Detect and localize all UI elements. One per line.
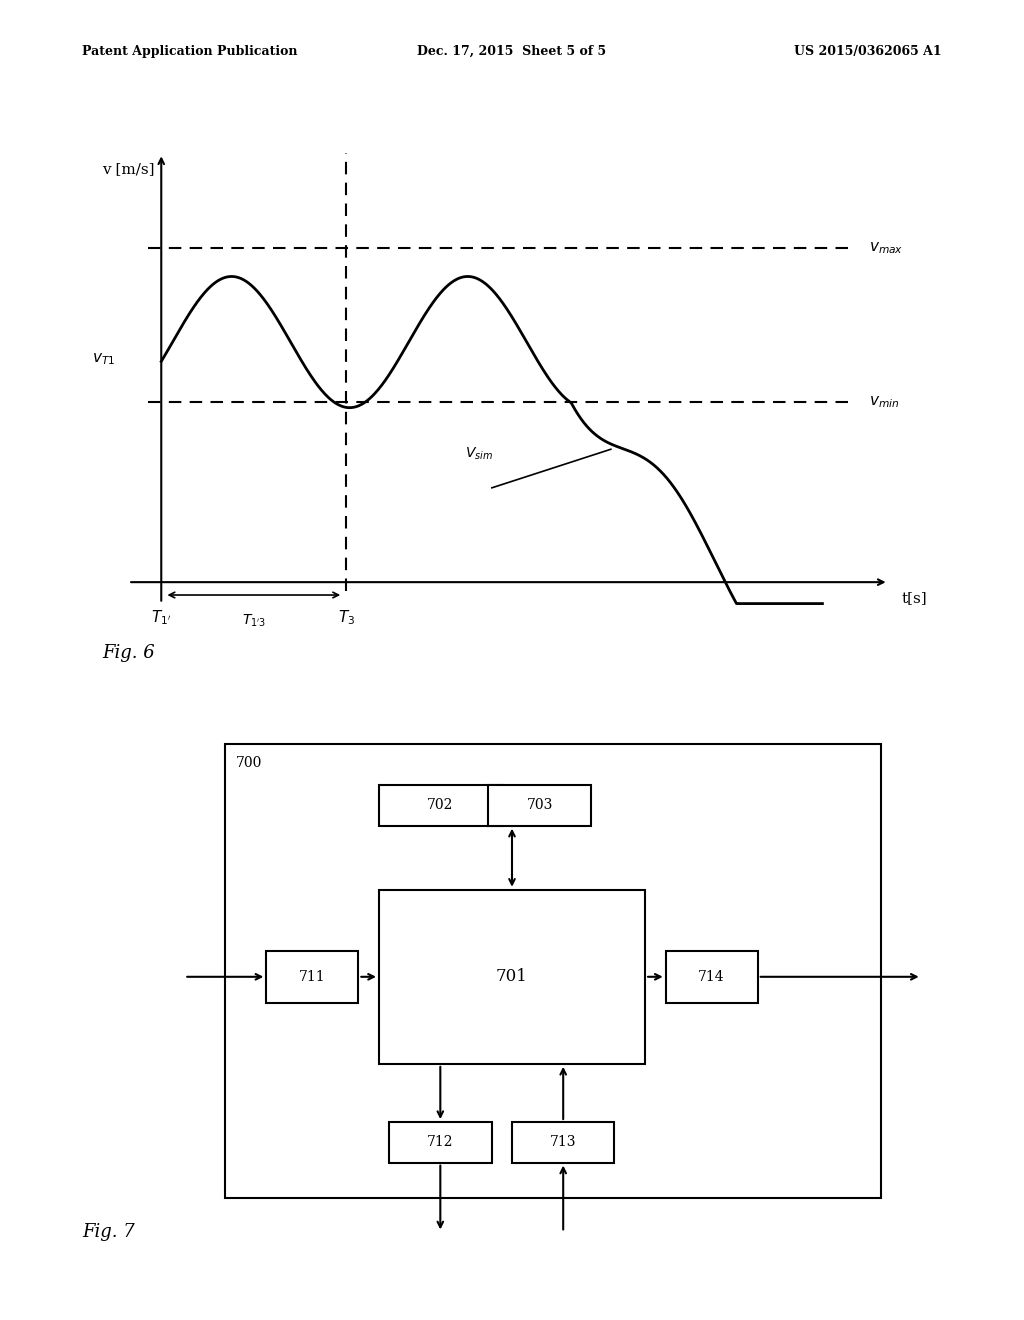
Text: 712: 712 (427, 1135, 454, 1150)
Text: 703: 703 (526, 799, 553, 813)
Text: 702: 702 (427, 799, 454, 813)
Text: v [m/s]: v [m/s] (101, 162, 155, 176)
Text: $V_{sim}$: $V_{sim}$ (465, 446, 494, 462)
Text: Fig. 6: Fig. 6 (102, 644, 156, 663)
Text: 711: 711 (299, 970, 326, 983)
Bar (266, 950, 358, 1003)
Text: $v_{max}$: $v_{max}$ (868, 240, 903, 256)
Text: Dec. 17, 2015  Sheet 5 of 5: Dec. 17, 2015 Sheet 5 of 5 (418, 45, 606, 58)
Bar (389, 1122, 492, 1163)
Text: t[s]: t[s] (902, 591, 928, 605)
Text: Patent Application Publication: Patent Application Publication (82, 45, 297, 58)
Text: 701: 701 (496, 969, 528, 985)
Text: $T_{1'3}$: $T_{1'3}$ (242, 612, 266, 628)
Text: 700: 700 (236, 756, 262, 770)
Bar (379, 785, 502, 826)
Text: $v_{min}$: $v_{min}$ (868, 395, 899, 411)
Bar (512, 1122, 614, 1163)
Bar (666, 950, 758, 1003)
Text: $v_{T1}$: $v_{T1}$ (92, 351, 115, 367)
Text: 713: 713 (550, 1135, 577, 1150)
Text: $T_{1'}$: $T_{1'}$ (152, 609, 171, 627)
Text: 714: 714 (698, 970, 725, 983)
Text: Fig. 7: Fig. 7 (82, 1224, 135, 1241)
Text: $T_3$: $T_3$ (338, 609, 355, 627)
Bar (379, 890, 645, 1064)
Bar (225, 744, 881, 1197)
Text: US 2015/0362065 A1: US 2015/0362065 A1 (795, 45, 942, 58)
Bar (488, 785, 591, 826)
